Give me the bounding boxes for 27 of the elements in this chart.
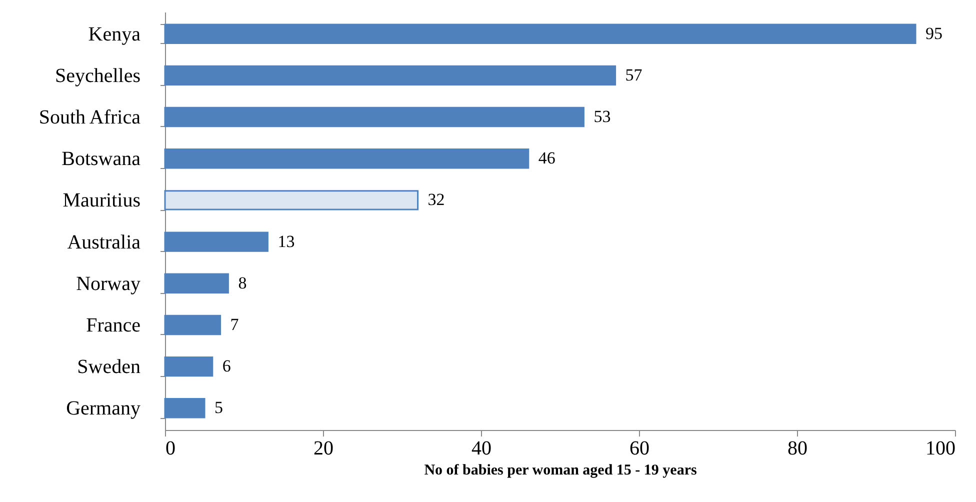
y-tick-label: Sweden: [77, 356, 140, 378]
data-label: 95: [926, 24, 942, 43]
data-label: 53: [594, 107, 611, 126]
data-label: 46: [538, 148, 556, 168]
data-label: 57: [625, 65, 643, 84]
data-label: 6: [222, 356, 231, 376]
x-tick-label: 20: [314, 438, 334, 460]
y-tick-label: Botswana: [62, 148, 141, 170]
y-tick-label: South Africa: [38, 106, 141, 129]
y-tick-label: Australia: [67, 231, 141, 254]
y-tick-label: Seychelles: [54, 64, 141, 87]
data-label: 7: [230, 314, 240, 334]
data-label: 13: [278, 232, 295, 251]
x-tick-label: 40: [472, 438, 492, 460]
y-tick-label: France: [86, 314, 141, 336]
y-tick-label: Kenya: [88, 23, 141, 46]
y-tick-label: Norway: [76, 272, 140, 295]
y-tick-label: Germany: [66, 398, 140, 420]
x-tick-label: 60: [630, 438, 650, 460]
x-tick-label: 0: [166, 438, 176, 460]
data-label: 5: [214, 398, 223, 418]
x-tick-label: 80: [788, 438, 808, 460]
data-label: 32: [428, 190, 445, 210]
y-tick-label: Mauritius: [62, 190, 141, 212]
x-axis-title: No of babies per woman aged 15 - 19 years: [424, 462, 697, 478]
data-label: 8: [238, 273, 247, 292]
x-tick-label: 100: [926, 438, 956, 460]
